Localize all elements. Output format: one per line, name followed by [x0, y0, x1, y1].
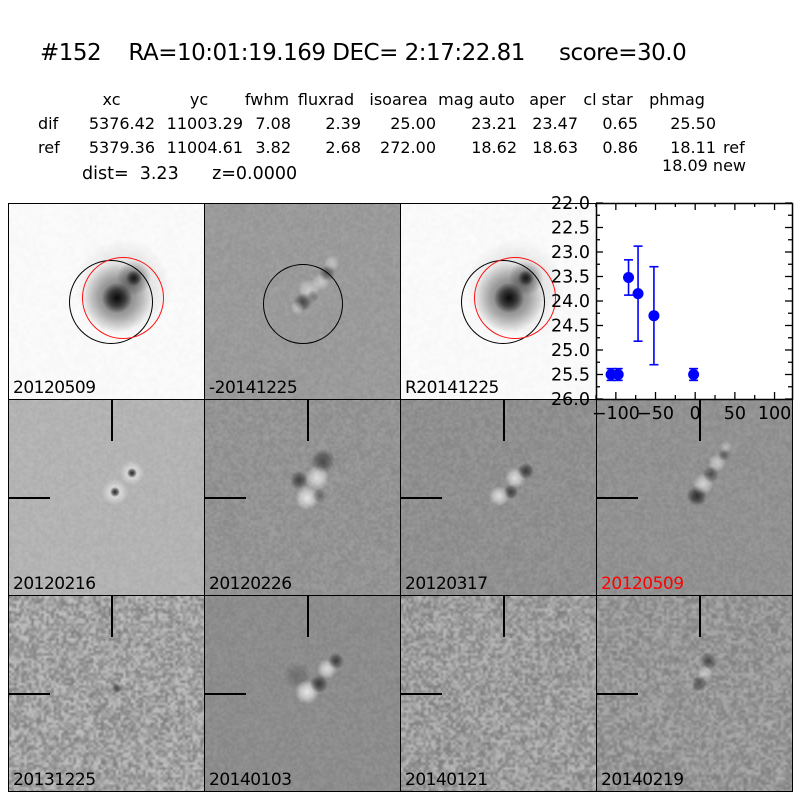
crosshair-tick-left: [401, 497, 442, 499]
aperture-circle-red: [474, 257, 556, 339]
cutout-panel-20140103: 20140103: [204, 595, 401, 792]
crosshair-tick-top: [307, 596, 309, 637]
crosshair-tick-left: [205, 693, 246, 695]
cutout-grid: 20120509 -20141225 R20141225 20120216 201202…: [0, 0, 800, 800]
crosshair-tick-left: [9, 693, 50, 695]
y-tick-label: 25.5: [551, 366, 590, 386]
cutout-panel-20120226: 20120226: [204, 399, 401, 596]
cutout-panel-20120509: 20120509: [596, 399, 793, 596]
aperture-circle-black: [263, 264, 343, 344]
crosshair-tick-top: [111, 596, 113, 637]
crosshair-tick-left: [401, 693, 442, 695]
data-point-marker: [613, 369, 624, 380]
x-tick-label: −100: [592, 404, 640, 424]
y-tick-label: 24.5: [551, 317, 590, 337]
panel-date-label: 20140219: [601, 770, 684, 790]
y-tick-label: 26.0: [551, 390, 590, 410]
panel-date-label: 20120509: [601, 574, 684, 594]
crosshair-tick-left: [9, 497, 50, 499]
panel-date-label: 20140103: [209, 770, 292, 790]
x-tick-label: −50: [637, 404, 674, 424]
data-point-marker: [623, 272, 634, 283]
cutout-panel-20131225: 20131225: [8, 595, 205, 792]
crosshair-tick-top: [503, 400, 505, 441]
cutout-panel-20140219: 20140219: [596, 595, 793, 792]
x-tick-label: 0: [690, 404, 701, 424]
crosshair-tick-top: [503, 596, 505, 637]
lightcurve-plot: 22.0 22.5 23.0 23.5 24.0 24.5 25.0 25.5 26.0 −100…: [596, 203, 793, 400]
x-tick-label: 100: [758, 404, 791, 424]
crosshair-tick-top: [307, 400, 309, 441]
cutout-panel-20120216: 20120216: [8, 399, 205, 596]
y-tick-label: 22.0: [551, 194, 590, 214]
data-point-marker: [688, 369, 699, 380]
data-point-marker: [633, 288, 644, 299]
y-tick-label: 23.5: [551, 268, 590, 288]
y-tick-label: 24.0: [551, 292, 590, 312]
x-tick-label: 50: [724, 404, 746, 424]
panel-date-label: 20131225: [13, 770, 96, 790]
cutout-panel-20120317: 20120317: [400, 399, 597, 596]
y-tick-label: 23.0: [551, 243, 590, 263]
panel-date-label: 20120317: [405, 574, 488, 594]
y-tick-label: 25.0: [551, 341, 590, 361]
lightcurve-svg: 22.022.523.023.524.024.525.025.526.0−100…: [596, 203, 793, 400]
cutout-panel-20141225: -20141225: [204, 203, 401, 400]
cutout-panel-20140121: 20140121: [400, 595, 597, 792]
candidate-inspection-figure: #152 RA=10:01:19.169 DEC= 2:17:22.81 sco…: [0, 0, 800, 800]
panel-date-label: 20140121: [405, 770, 488, 790]
data-point-marker: [648, 310, 659, 321]
crosshair-tick-left: [205, 497, 246, 499]
aperture-circle-red: [82, 257, 164, 339]
crosshair-tick-left: [597, 693, 638, 695]
cutout-panel-20120509: 20120509: [8, 203, 205, 400]
panel-date-label: R20141225: [405, 378, 499, 398]
y-tick-label: 22.5: [551, 219, 590, 239]
panel-date-label: 20120216: [13, 574, 96, 594]
panel-date-label: 20120226: [209, 574, 292, 594]
crosshair-tick-left: [597, 497, 638, 499]
panel-date-label: -20141225: [209, 378, 297, 398]
crosshair-tick-top: [699, 596, 701, 637]
crosshair-tick-top: [111, 400, 113, 441]
panel-date-label: 20120509: [13, 378, 96, 398]
